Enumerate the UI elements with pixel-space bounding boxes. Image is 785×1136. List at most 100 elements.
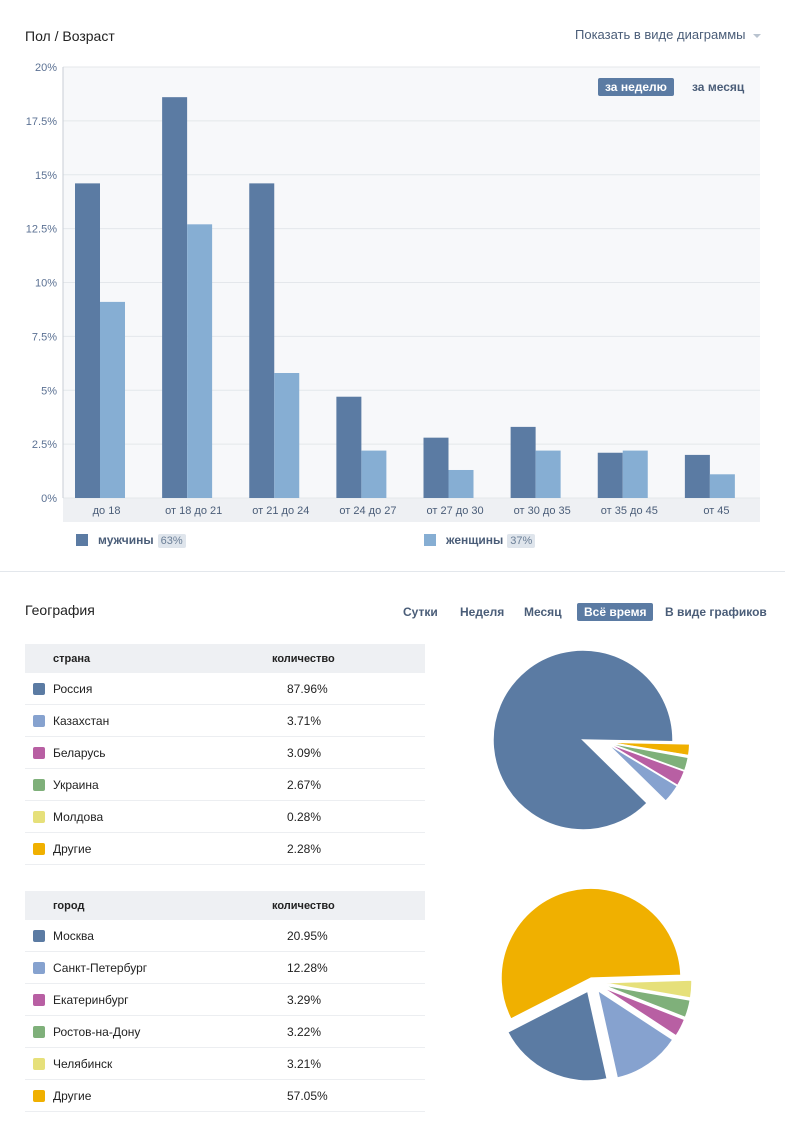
city-color-swatch [33, 961, 45, 974]
country-pie-slice[interactable] [606, 742, 679, 803]
city-name-cell: Москва [25, 920, 271, 952]
city-name-cell: Другие [25, 1079, 271, 1112]
period-month-button[interactable]: за месяц [692, 80, 745, 94]
x-tick-label: от 21 до 24 [252, 505, 309, 517]
city-row: Москва 20.95% [25, 920, 425, 952]
x-tick-label: от 35 до 45 [601, 505, 658, 517]
country-pie-slice[interactable] [492, 649, 674, 831]
city-name: Москва [53, 928, 94, 943]
city-value: 3.21% [271, 1047, 425, 1080]
country-pie-chart [492, 649, 691, 831]
country-color-swatch [33, 714, 45, 727]
x-tick-label: от 30 до 35 [514, 505, 571, 517]
city-table-header: город количество [25, 891, 425, 920]
timeframe-day[interactable]: Сутки [403, 605, 438, 619]
country-name-cell: Беларусь [25, 736, 271, 769]
bar-men[interactable] [423, 437, 449, 498]
city-value: 57.05% [271, 1079, 425, 1112]
city-pie-slice[interactable] [601, 983, 692, 1019]
country-value: 87.96% [271, 673, 425, 705]
y-tick-label: 10% [35, 278, 57, 290]
timeframe-all-time[interactable]: Всё время [577, 603, 654, 621]
city-pie-slice[interactable] [500, 887, 682, 1021]
x-tick-label: до 18 [93, 505, 121, 517]
age-bar-chart: 0% 2.5% 5% 7.5% 10% 12.5% 15% 17.5% 20% до 18 от 1… [0, 60, 785, 560]
bar-women[interactable] [361, 450, 387, 498]
country-row: Украина 2.67% [25, 768, 425, 801]
country-count-header: количество [271, 644, 425, 673]
country-column-header: страна [25, 644, 271, 673]
legend-item-men[interactable]: мужчины 63% [76, 533, 186, 548]
city-value: 3.22% [271, 1015, 425, 1048]
city-row: Екатеринбург 3.29% [25, 983, 425, 1016]
city-color-swatch [33, 1057, 45, 1070]
city-name-cell: Санкт-Петербург [25, 951, 271, 984]
bar-men[interactable] [336, 396, 362, 498]
country-value: 3.71% [271, 704, 425, 737]
city-value: 12.28% [271, 951, 425, 984]
y-tick-label: 20% [35, 62, 57, 74]
bar-men[interactable] [249, 183, 275, 498]
bar-women[interactable] [274, 373, 300, 498]
country-name: Украина [53, 777, 99, 792]
city-row: Челябинск 3.21% [25, 1047, 425, 1080]
country-row: Казахстан 3.71% [25, 704, 425, 737]
bar-women[interactable] [448, 469, 474, 498]
city-color-swatch [33, 1089, 45, 1102]
country-row: Россия 87.96% [25, 673, 425, 705]
x-tick-label: от 45 [703, 505, 729, 517]
age-bar-chart-svg: 0% 2.5% 5% 7.5% 10% 12.5% 15% 17.5% 20% до 18 от 1… [26, 62, 760, 522]
city-pie-slice[interactable] [600, 985, 686, 1038]
bar-men[interactable] [684, 454, 710, 498]
city-name-cell: Челябинск [25, 1047, 271, 1080]
country-table: страна количество Россия 87.96% Казахстан 3… [25, 644, 425, 865]
country-value: 0.28% [271, 800, 425, 833]
legend-item-women[interactable]: женщины 37% [424, 533, 536, 548]
bar-women[interactable] [100, 301, 125, 498]
country-name: Россия [53, 681, 93, 696]
country-name-cell: Казахстан [25, 704, 271, 737]
bar-men[interactable] [597, 452, 623, 498]
city-color-swatch [33, 993, 45, 1006]
timeframe-month[interactable]: Месяц [524, 605, 562, 619]
x-tick-label: от 24 до 27 [339, 505, 396, 517]
period-week-button[interactable]: за неделю [598, 78, 674, 96]
country-color-swatch [33, 842, 45, 855]
city-table: город количество Москва 20.95% Санкт-Петер… [25, 891, 425, 1112]
y-tick-label: 5% [41, 385, 57, 397]
city-name-cell: Ростов-на-Дону [25, 1015, 271, 1048]
legend-label-men: мужчины [98, 533, 154, 547]
timeframe-week[interactable]: Неделя [460, 605, 505, 619]
city-pie-slice[interactable] [596, 988, 674, 1079]
city-value: 20.95% [271, 920, 425, 952]
city-name: Другие [53, 1088, 92, 1103]
show-as-diagram-link[interactable]: Показать в виде диаграммы [575, 27, 761, 42]
city-color-swatch [33, 929, 45, 942]
x-tick-label: от 27 до 30 [427, 505, 484, 517]
city-pie-slice[interactable] [506, 989, 609, 1082]
country-color-swatch [33, 778, 45, 791]
country-name-cell: Украина [25, 768, 271, 801]
city-row: Другие 57.05% [25, 1079, 425, 1112]
view-as-graphs-link[interactable]: В виде графиков [665, 605, 767, 619]
legend-pct-men: 63% [157, 534, 186, 548]
country-value: 2.28% [271, 832, 425, 865]
legend-pct-women: 37% [507, 534, 536, 548]
city-name: Санкт-Петербург [53, 960, 148, 975]
bar-men[interactable] [75, 183, 100, 498]
country-name-cell: Другие [25, 832, 271, 865]
bar-women[interactable] [535, 450, 561, 498]
city-value: 3.29% [271, 983, 425, 1016]
city-pie-slice[interactable] [601, 979, 693, 999]
bar-women[interactable] [187, 224, 213, 498]
bar-women[interactable] [622, 450, 648, 498]
country-table-header: страна количество [25, 644, 425, 673]
bar-women[interactable] [709, 474, 735, 498]
y-tick-label: 17.5% [26, 116, 57, 128]
bar-men[interactable] [510, 426, 536, 498]
city-row: Санкт-Петербург 12.28% [25, 951, 425, 984]
legend-swatch-men [76, 534, 88, 546]
city-name: Ростов-на-Дону [53, 1024, 141, 1039]
bar-men[interactable] [162, 97, 188, 499]
country-name: Беларусь [53, 745, 106, 760]
